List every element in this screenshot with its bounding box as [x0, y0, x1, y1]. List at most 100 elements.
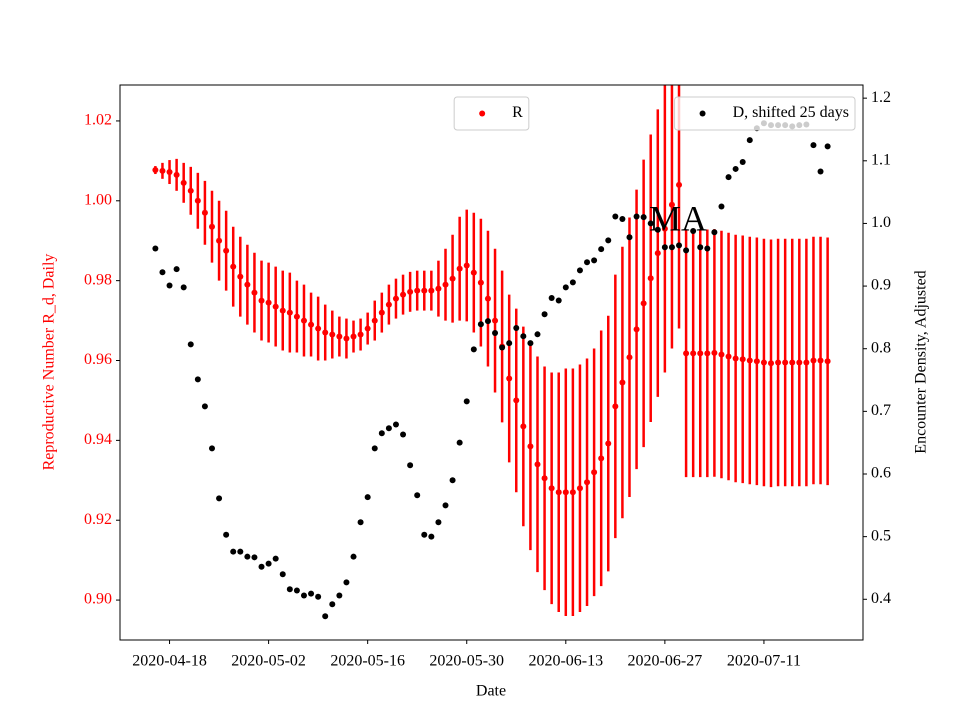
legend-label: D, shifted 25 days	[733, 104, 849, 121]
data-point	[407, 288, 414, 295]
data-point	[286, 309, 293, 316]
data-point	[286, 586, 293, 593]
x-tick-label: 2020-07-11	[727, 653, 801, 670]
data-point	[661, 244, 668, 251]
data-point	[244, 553, 251, 560]
data-point	[166, 282, 173, 289]
data-point	[421, 531, 428, 538]
y-axis-label: Reproductive Number R_d, Daily	[41, 254, 58, 471]
data-point	[626, 354, 633, 361]
data-point	[718, 351, 725, 358]
data-point	[428, 287, 435, 294]
data-point	[591, 257, 598, 264]
data-point	[584, 259, 591, 266]
x-axis-label: Date	[476, 683, 506, 700]
data-point	[690, 350, 697, 357]
x-tick-label: 2020-06-27	[628, 653, 703, 670]
data-point	[768, 360, 775, 367]
legend-label: R	[512, 104, 523, 121]
x-tick-label: 2020-05-02	[231, 653, 306, 670]
data-point	[591, 469, 598, 476]
y-tick-label: 0.94	[84, 431, 112, 448]
legend: D, shifted 25 days	[674, 96, 856, 131]
y-tick-label: 1.00	[84, 191, 112, 208]
y2-tick-label: 0.4	[871, 590, 891, 607]
data-point	[364, 494, 371, 501]
y-tick-label: 0.90	[84, 591, 112, 608]
data-point	[548, 485, 555, 492]
data-point	[732, 355, 739, 362]
data-point	[817, 357, 824, 364]
data-point	[400, 431, 407, 438]
data-point	[378, 430, 385, 437]
data-point	[690, 227, 697, 234]
data-point	[725, 353, 732, 360]
data-point	[308, 321, 315, 328]
plot-frame	[119, 84, 864, 641]
legend-marker	[479, 110, 486, 117]
data-point	[492, 317, 499, 324]
data-point	[208, 223, 215, 230]
data-point	[668, 244, 675, 251]
legend-marker	[699, 110, 706, 117]
data-point	[704, 245, 711, 252]
data-point	[279, 571, 286, 578]
data-point	[562, 284, 569, 291]
data-point	[166, 169, 173, 176]
data-point	[527, 340, 534, 347]
data-point	[697, 350, 704, 357]
data-point	[194, 376, 201, 383]
data-point	[711, 229, 718, 236]
data-point	[201, 403, 208, 410]
data-point	[435, 285, 442, 292]
data-point	[661, 225, 668, 232]
data-point	[322, 613, 329, 620]
data-point	[492, 330, 499, 337]
data-point	[201, 209, 208, 216]
data-point	[676, 181, 683, 188]
data-point	[449, 477, 456, 484]
data-point	[350, 333, 357, 340]
data-point	[230, 548, 237, 555]
y2-tick-label: 1.1	[871, 151, 891, 168]
y2-tick-label: 0.7	[871, 402, 891, 419]
data-point	[272, 555, 279, 562]
data-point	[569, 279, 576, 286]
data-point	[152, 245, 159, 252]
data-point	[725, 174, 732, 181]
data-point	[760, 359, 767, 366]
data-point	[640, 214, 647, 221]
data-point	[251, 289, 258, 296]
y-tick-label: 0.96	[84, 351, 112, 368]
data-point	[576, 267, 583, 274]
data-point	[484, 295, 491, 302]
data-point	[371, 317, 378, 324]
data-point	[619, 379, 626, 386]
data-point	[456, 265, 463, 272]
data-point	[463, 398, 470, 405]
data-point	[442, 502, 449, 509]
data-point	[612, 403, 619, 410]
y2-tick-label: 1.0	[871, 214, 891, 231]
data-point	[251, 554, 258, 561]
data-point	[300, 592, 307, 599]
y2-tick-label: 0.9	[871, 277, 891, 294]
data-point	[803, 359, 810, 366]
data-point	[230, 263, 237, 270]
data-point	[385, 425, 392, 432]
data-point	[470, 269, 477, 276]
data-point	[315, 325, 322, 332]
data-point	[697, 244, 704, 251]
y2-tick-label: 1.2	[871, 89, 891, 106]
data-point	[421, 287, 428, 294]
data-point	[605, 237, 612, 244]
legend-box	[674, 96, 856, 131]
data-point	[315, 593, 322, 600]
data-point	[449, 275, 456, 282]
data-point	[244, 281, 251, 288]
data-point	[676, 242, 683, 249]
data-point	[258, 297, 265, 304]
data-point	[194, 197, 201, 204]
data-point	[392, 421, 399, 428]
